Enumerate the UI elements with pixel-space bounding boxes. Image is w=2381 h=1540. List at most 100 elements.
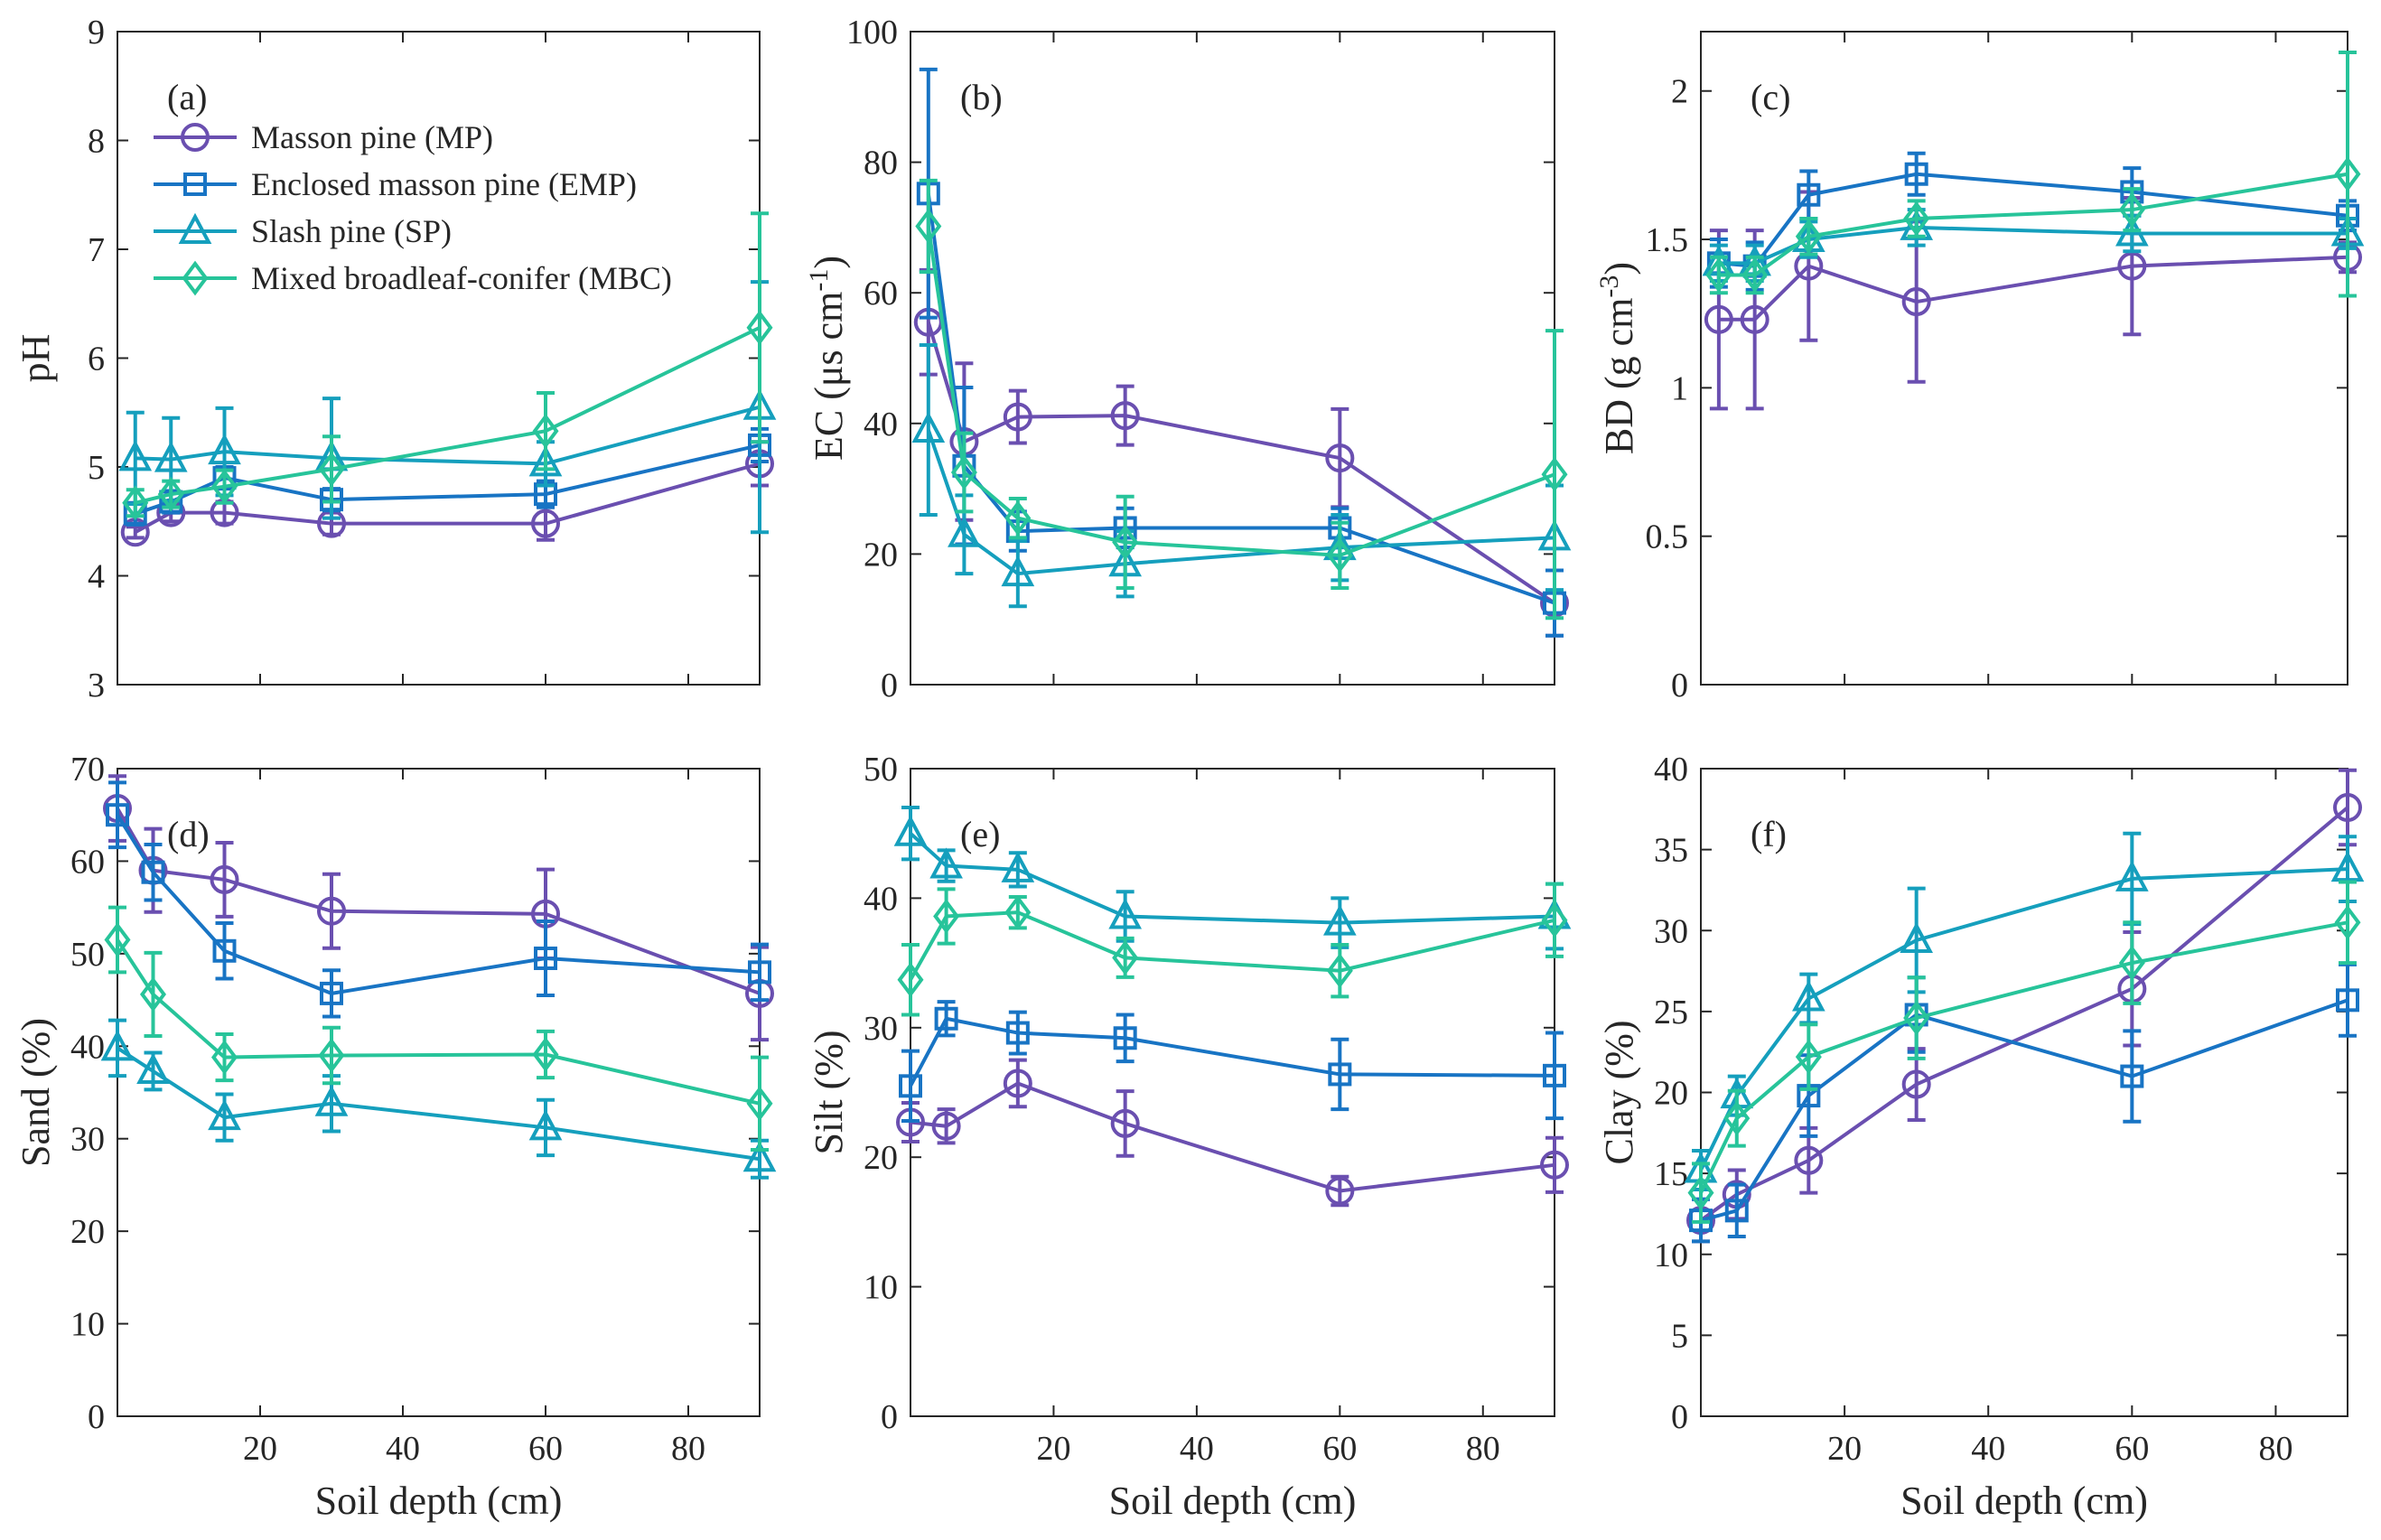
y-axis-label: BD (g cm-3) [1594, 262, 1641, 454]
y-tick-label: 0 [1671, 667, 1688, 705]
error-bar [751, 211, 769, 444]
y-axis-label-tail: ) [1597, 262, 1641, 275]
data-point-EMP [106, 803, 129, 827]
data-point-MBC [950, 454, 977, 490]
error-bar [1907, 975, 1926, 1060]
error-bar [1116, 1013, 1134, 1064]
data-point-MP [1794, 1145, 1824, 1175]
legend-marker [182, 260, 209, 296]
legend-label: Enclosed masson pine (EMP) [251, 166, 637, 202]
series-line-MBC [135, 325, 761, 505]
panel-label: (d) [167, 814, 210, 854]
data-point-MP [1901, 287, 1931, 317]
data-point-MBC [2118, 191, 2145, 228]
data-point-SP [528, 445, 563, 477]
y-axis-label-tail: ) [807, 256, 851, 269]
panel-label: (c) [1751, 77, 1790, 117]
data-point-SP [1900, 921, 1934, 954]
error-bar [2339, 51, 2357, 298]
series-EMP [899, 1000, 1566, 1124]
data-point-MBC [1326, 953, 1353, 989]
error-bar [1331, 520, 1349, 590]
legend-marker [183, 173, 207, 196]
data-point-MP [931, 1111, 961, 1141]
error-bar [537, 391, 555, 471]
data-point-SP [528, 1109, 563, 1141]
y-tick-label: 60 [70, 843, 105, 881]
error-bar [937, 887, 956, 946]
error-bar [1545, 329, 1564, 621]
data-point-MBC [104, 922, 131, 957]
x-tick-label: 80 [671, 1430, 705, 1468]
data-point-MP [1110, 401, 1140, 431]
series-MP [1686, 768, 2362, 1244]
y-tick-label: 1 [1671, 369, 1688, 407]
data-point-SP [100, 1030, 135, 1061]
data-point-EMP [1724, 1199, 1749, 1223]
data-point-MBC [746, 310, 773, 346]
data-point-MBC [122, 485, 149, 521]
y-tick-label: 20 [1654, 1075, 1688, 1113]
data-point-SP [929, 847, 963, 879]
y-axis-label: EC (μs cm-1) [804, 256, 851, 461]
series-SP [911, 343, 1572, 609]
data-point-MP [1704, 304, 1733, 334]
data-point-EMP [1904, 162, 1928, 186]
data-point-MBC [532, 1037, 559, 1072]
data-point-SP [208, 433, 241, 465]
y-axis-label-main: Sand (%) [14, 1018, 58, 1167]
data-point-MBC [1903, 1000, 1930, 1036]
legend-marker [181, 123, 210, 152]
error-bar [2339, 768, 2357, 847]
data-point-MBC [2334, 904, 2361, 940]
y-axis-label-main: Silt (%) [807, 1030, 851, 1154]
y-tick-label: 1.5 [1646, 221, 1689, 259]
x-axis-label: Soil depth (cm) [315, 1479, 563, 1523]
error-bar [1008, 1010, 1027, 1056]
data-point-MBC [211, 1040, 238, 1075]
data-point-SP [314, 1085, 349, 1116]
y-tick-label: 4 [88, 558, 105, 596]
y-tick-label: 10 [70, 1306, 105, 1344]
data-point-MBC [933, 899, 960, 934]
error-bar [537, 919, 555, 997]
error-bar [1692, 1162, 1710, 1224]
data-point-MP [531, 509, 560, 538]
panel-b: 0 20 40 60 80 100 EC (μs cm-1) (b) [804, 14, 1572, 705]
data-point-EMP [1797, 182, 1821, 207]
y-tick-label: 10 [1654, 1237, 1688, 1274]
y-tick-label: 30 [70, 1121, 105, 1159]
legend-marker [178, 212, 212, 244]
error-bar [1008, 388, 1027, 445]
error-bar [537, 1097, 555, 1158]
series-line-MP [910, 1081, 1555, 1193]
error-bar [1116, 494, 1134, 590]
series-line-MBC [1699, 920, 2348, 1194]
data-point-MBC [2334, 156, 2361, 192]
error-bar [2339, 962, 2357, 1038]
y-tick-label: 30 [1654, 912, 1688, 950]
y-tick-label: 0.5 [1646, 518, 1689, 556]
error-bar [108, 780, 126, 850]
data-point-MBC [318, 452, 345, 487]
x-tick-label: 40 [386, 1430, 420, 1468]
data-point-EMP [934, 1006, 958, 1031]
y-tick-label: 6 [88, 341, 105, 378]
data-point-SP [208, 1098, 241, 1131]
y-tick-label: 10 [864, 1269, 898, 1307]
data-point-EMP [212, 938, 237, 963]
y-tick-label: 20 [70, 1213, 105, 1251]
error-bar [2123, 920, 2142, 1005]
data-point-MBC [1112, 940, 1139, 975]
data-point-EMP [2120, 1064, 2144, 1088]
error-bar [1545, 1135, 1564, 1194]
y-tick-label: 5 [1671, 1317, 1688, 1355]
data-point-SP [1791, 980, 1825, 1012]
y-tick-label: 80 [864, 145, 898, 182]
data-point-EMP [1113, 1026, 1137, 1050]
error-bar [1116, 1089, 1134, 1158]
error-bar [108, 1018, 126, 1078]
series-EMP [106, 780, 771, 1019]
error-bar [322, 968, 341, 1019]
data-point-SP [1001, 851, 1035, 882]
